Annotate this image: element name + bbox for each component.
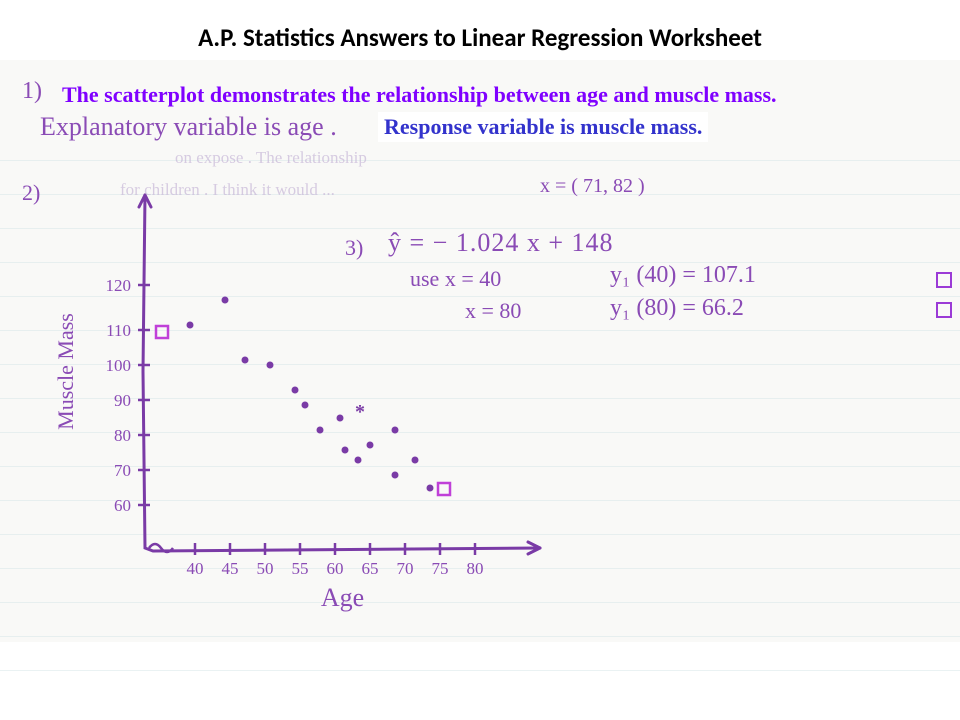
notebook-paper: 1) The scatterplot demonstrates the rela… bbox=[0, 60, 960, 642]
svg-text:120: 120 bbox=[106, 276, 132, 295]
svg-text:75: 75 bbox=[432, 559, 449, 578]
svg-text:55: 55 bbox=[292, 559, 309, 578]
svg-text:70: 70 bbox=[397, 559, 414, 578]
svg-text:50: 50 bbox=[257, 559, 274, 578]
svg-text:40: 40 bbox=[187, 559, 204, 578]
svg-text:80: 80 bbox=[114, 426, 131, 445]
svg-text:100: 100 bbox=[106, 356, 132, 375]
svg-text:Age: Age bbox=[321, 583, 364, 612]
svg-text:Muscle Mass: Muscle Mass bbox=[53, 313, 78, 430]
svg-text:70: 70 bbox=[114, 461, 131, 480]
svg-text:65: 65 bbox=[362, 559, 379, 578]
scatterplot-chart: 40 45 50 55 60 65 70 75 80 60 70 80 90 100 110 120 Age Mu… bbox=[0, 60, 960, 642]
page-title: A.P. Statistics Answers to Linear Regres… bbox=[0, 0, 960, 53]
svg-text:90: 90 bbox=[114, 391, 131, 410]
svg-text:60: 60 bbox=[114, 496, 131, 515]
svg-text:45: 45 bbox=[222, 559, 239, 578]
svg-text:60: 60 bbox=[327, 559, 344, 578]
svg-text:*: * bbox=[355, 401, 365, 423]
svg-text:80: 80 bbox=[467, 559, 484, 578]
svg-text:110: 110 bbox=[106, 321, 131, 340]
